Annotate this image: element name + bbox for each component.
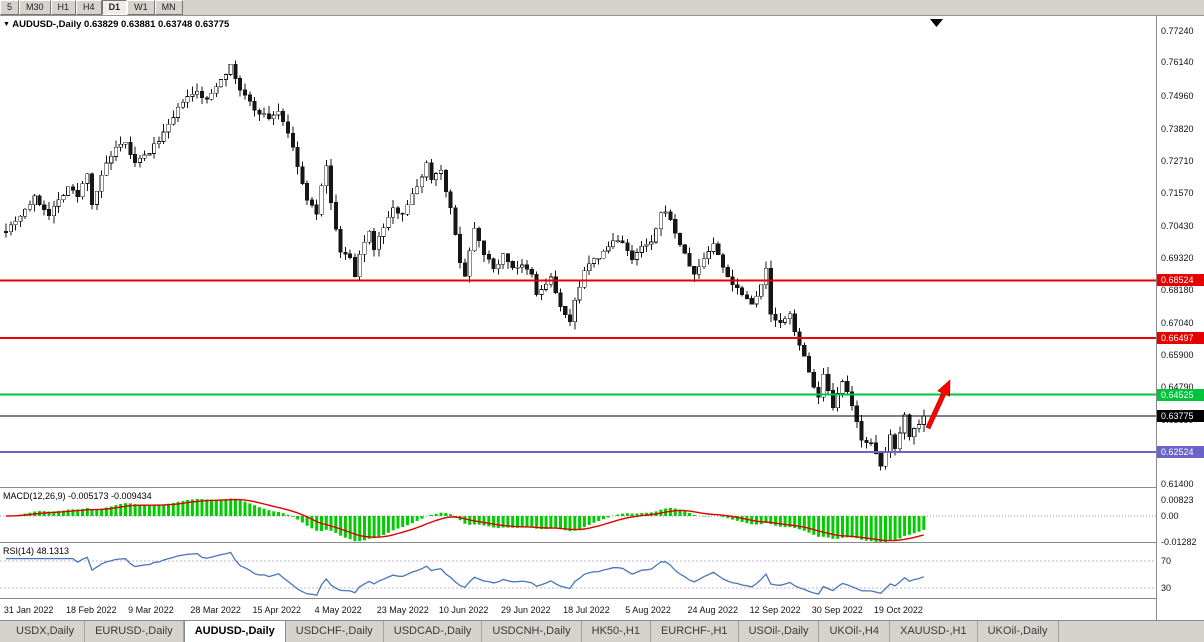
macd-chart[interactable] — [0, 489, 1156, 543]
timeframe-toolbar: 5 M30 H1 H4 D1 W1 MN — [0, 0, 1204, 16]
chart-tab-usdcad-daily[interactable]: USDCAD-,Daily — [383, 621, 483, 642]
date-label: 12 Sep 2022 — [749, 605, 801, 615]
price-axis-label: 0.72710 — [1161, 155, 1194, 166]
rsi-axis-label: 30 — [1161, 583, 1172, 593]
price-tag-support: 0.62524 — [1157, 445, 1204, 458]
date-label: 28 Mar 2022 — [190, 605, 241, 615]
chart-tab-eurchf-h1[interactable]: EURCHF-,H1 — [650, 621, 739, 642]
date-label: 9 Mar 2022 — [128, 605, 174, 615]
date-label: 29 Jun 2022 — [501, 605, 551, 615]
price-tag-current-price: 0.63775 — [1157, 410, 1204, 423]
price-axis-label: 0.68180 — [1161, 285, 1194, 296]
date-label: 23 May 2022 — [376, 605, 429, 615]
price-tag-support-resistance: 0.64525 — [1157, 388, 1204, 401]
candlestick-chart[interactable] — [0, 16, 1156, 488]
date-label: 15 Apr 2022 — [252, 605, 301, 615]
chart-region: ▼ AUDUSD-,Daily 0.63829 0.63881 0.63748 … — [0, 16, 1204, 620]
price-tag-resistance: 0.66497 — [1157, 332, 1204, 345]
timeframe-button-h1[interactable]: H1 — [50, 0, 77, 15]
macd-label: MACD(12,26,9) -0.005173 -0.009434 — [3, 491, 152, 501]
chart-tab-eurusd-daily[interactable]: EURUSD-,Daily — [85, 621, 184, 642]
chart-title: ▼ AUDUSD-,Daily 0.63829 0.63881 0.63748 … — [3, 19, 229, 30]
chart-tab-ukoil-h4[interactable]: UKOil-,H4 — [819, 621, 890, 642]
price-axis-label: 0.61400 — [1161, 479, 1194, 489]
price-axis-label: 0.70430 — [1161, 220, 1194, 231]
up-arrow-annotation-icon — [925, 379, 951, 430]
timeframe-button-h4[interactable]: H4 — [76, 0, 102, 15]
timeframe-button-w1[interactable]: W1 — [127, 0, 155, 15]
price-axis-label: 0.64790 — [1161, 382, 1194, 393]
date-label: 18 Feb 2022 — [66, 605, 117, 615]
chart-tab-xauusd-h1[interactable]: XAUUSD-,H1 — [889, 621, 978, 642]
chart-ohlc: 0.63829 0.63881 0.63748 0.63775 — [84, 19, 230, 30]
price-axis[interactable]: 0.77240 0.76140 0.74960 0.73820 0.72710 0.715… — [1156, 16, 1204, 620]
chart-tabs-bar: USDX,Daily EURUSD-,Daily AUDUSD-,Daily USDC… — [0, 620, 1204, 642]
date-label: 4 May 2022 — [314, 605, 362, 615]
timeframe-button-5[interactable]: 5 — [0, 0, 20, 15]
timeframe-button-d1[interactable]: D1 — [101, 0, 128, 15]
macd-axis-label: 0.00823 — [1161, 494, 1194, 505]
timeframe-button-mn[interactable]: MN — [154, 0, 183, 15]
rsi-chart[interactable] — [0, 544, 1156, 599]
date-label: 10 Jun 2022 — [438, 605, 489, 615]
price-axis-label: 0.73820 — [1161, 123, 1194, 134]
price-axis-label: 0.67040 — [1161, 317, 1194, 328]
chart-tab-usdx-daily[interactable]: USDX,Daily — [6, 621, 86, 642]
date-label: 5 Aug 2022 — [625, 605, 671, 615]
price-axis-label: 0.65900 — [1161, 350, 1194, 361]
chart-tab-usdchf-daily[interactable]: USDCHF-,Daily — [285, 621, 384, 642]
chart-symbol: AUDUSD-,Daily — [12, 19, 82, 30]
chart-tab-hk50-h1[interactable]: HK50-,H1 — [581, 621, 651, 642]
macd-axis-label: -0.01282 — [1161, 536, 1197, 547]
chart-panes: ▼ AUDUSD-,Daily 0.63829 0.63881 0.63748 … — [0, 16, 1156, 620]
price-axis-label: 0.76140 — [1161, 57, 1194, 68]
timeframe-button-m30[interactable]: M30 — [19, 0, 51, 15]
chart-tab-ukoil-daily[interactable]: UKOil-,Daily — [977, 621, 1059, 642]
chart-tab-audusd-daily[interactable]: AUDUSD-,Daily — [183, 621, 286, 642]
price-chart-pane[interactable]: ▼ AUDUSD-,Daily 0.63829 0.63881 0.63748 … — [0, 16, 1156, 488]
price-axis-label: 0.77240 — [1161, 26, 1194, 36]
price-axis-label: 0.71570 — [1161, 188, 1194, 199]
price-tag-resistance: 0.68524 — [1157, 274, 1204, 287]
date-label: 31 Jan 2022 — [3, 605, 54, 615]
price-axis-label: 0.74960 — [1161, 91, 1194, 102]
rsi-label: RSI(14) 48.1313 — [3, 546, 70, 556]
macd-indicator-pane[interactable]: MACD(12,26,9) -0.005173 -0.009434 — [0, 489, 1156, 543]
date-label: 30 Sep 2022 — [811, 605, 863, 615]
time-axis[interactable]: 31 Jan 2022 18 Feb 2022 9 Mar 2022 28 Mar 2… — [0, 600, 1156, 620]
date-label: 24 Aug 2022 — [687, 605, 738, 615]
date-label: 19 Oct 2022 — [873, 605, 923, 615]
price-axis-label: 0.69320 — [1161, 252, 1194, 263]
date-label: 18 Jul 2022 — [563, 605, 610, 615]
symbol-dropdown-icon[interactable]: ▼ — [3, 21, 10, 28]
chart-tab-usoil-daily[interactable]: USOil-,Daily — [738, 621, 820, 642]
rsi-axis-label: 70 — [1161, 556, 1172, 566]
chart-tab-usdcnh-daily[interactable]: USDCNH-,Daily — [482, 621, 582, 642]
chart-shift-marker-icon[interactable] — [930, 19, 943, 27]
macd-axis-label: 0.00 — [1161, 511, 1179, 521]
rsi-indicator-pane[interactable]: RSI(14) 48.1313 — [0, 544, 1156, 599]
